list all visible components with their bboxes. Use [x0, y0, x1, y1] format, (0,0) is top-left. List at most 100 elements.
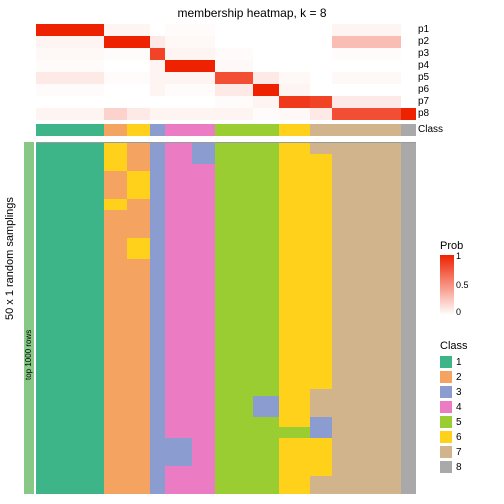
heatmap-segment: [165, 438, 192, 466]
prob-cell: [279, 60, 309, 72]
prob-cell: [104, 24, 127, 36]
heatmap-segment: [104, 143, 127, 171]
heatmap-segment: [253, 417, 280, 494]
heatmap-column: [279, 143, 309, 494]
heatmap-segment: [332, 143, 400, 494]
heatmap-column: [150, 143, 165, 494]
prob-cell: [215, 72, 253, 84]
prob-cell: [36, 72, 104, 84]
heatmap-segment: [36, 143, 104, 494]
prob-cell: [253, 24, 280, 36]
heatmap-column: [192, 143, 215, 494]
row-label: p3: [418, 48, 443, 60]
prob-cell: [165, 96, 192, 108]
prob-row: [36, 24, 416, 36]
row-label: p2: [418, 36, 443, 48]
class-annotation-row: [36, 124, 416, 136]
prob-cell: [104, 108, 127, 120]
prob-cell: [127, 108, 150, 120]
prob-cell: [310, 96, 333, 108]
prob-cell: [401, 36, 416, 48]
class-cell: [310, 124, 333, 136]
prob-cell: [150, 48, 165, 60]
prob-cell: [150, 84, 165, 96]
prob-cell: [215, 96, 253, 108]
prob-cell: [165, 24, 192, 36]
prob-cell: [401, 48, 416, 60]
prob-cell: [279, 84, 309, 96]
prob-cell: [36, 60, 104, 72]
prob-cell: [215, 84, 253, 96]
prob-cell: [279, 72, 309, 84]
class-cell: [401, 124, 416, 136]
prob-cell: [253, 72, 280, 84]
prob-cell: [310, 72, 333, 84]
prob-cell: [215, 108, 253, 120]
prob-tick: 1: [456, 251, 461, 261]
prob-cell: [279, 96, 309, 108]
class-cell: [150, 124, 165, 136]
heatmap-segment: [192, 143, 215, 164]
prob-row: [36, 84, 416, 96]
main-heatmap: [36, 142, 416, 494]
heatmap-segment: [310, 154, 333, 389]
class-legend-item: 7: [440, 445, 468, 459]
heatmap-segment: [127, 199, 150, 238]
legend-label: 6: [456, 432, 462, 443]
prob-cell: [36, 36, 104, 48]
prob-cell: [310, 24, 333, 36]
heatmap-segment: [253, 396, 280, 417]
side-label: 50 x 1 random samplings: [4, 197, 16, 320]
prob-tick: 0.5: [456, 280, 469, 290]
prob-legend-title: Prob: [440, 240, 500, 252]
class-legend: Class 12345678: [440, 340, 468, 475]
prob-cell: [401, 84, 416, 96]
row-label: p5: [418, 72, 443, 84]
row-label: p1: [418, 24, 443, 36]
prob-cell: [401, 96, 416, 108]
heatmap-column: [310, 143, 333, 494]
class-cell: [36, 124, 104, 136]
row-labels: p1p2p3p4p5p6p7p8Class: [418, 24, 443, 136]
prob-cell: [36, 108, 104, 120]
prob-cell: [150, 60, 165, 72]
prob-cell: [104, 72, 127, 84]
heatmap-segment: [127, 171, 150, 199]
prob-cell: [192, 108, 215, 120]
prob-cell: [104, 36, 127, 48]
heatmap-column: [127, 143, 150, 494]
prob-cell: [36, 24, 104, 36]
prob-cell: [332, 72, 400, 84]
class-cell: [127, 124, 150, 136]
prob-cell: [150, 108, 165, 120]
prob-cell: [165, 84, 192, 96]
heatmap-segment: [150, 143, 165, 494]
prob-cell: [215, 24, 253, 36]
prob-row: [36, 96, 416, 108]
row-label: p7: [418, 96, 443, 108]
prob-cell: [127, 72, 150, 84]
legend-label: 7: [456, 447, 462, 458]
heatmap-segment: [127, 259, 150, 494]
prob-cell: [165, 48, 192, 60]
prob-row: [36, 36, 416, 48]
row-label: p6: [418, 84, 443, 96]
heatmap-segment: [310, 417, 333, 438]
class-cell: [253, 124, 280, 136]
prob-cell: [36, 84, 104, 96]
prob-cell: [192, 24, 215, 36]
prob-cell: [310, 36, 333, 48]
prob-cell: [332, 96, 400, 108]
prob-cell: [127, 36, 150, 48]
prob-cell: [192, 48, 215, 60]
prob-cell: [150, 36, 165, 48]
prob-cell: [310, 48, 333, 60]
legend-swatch: [440, 371, 452, 383]
prob-cell: [104, 96, 127, 108]
heatmap-segment: [279, 438, 309, 494]
class-legend-item: 6: [440, 430, 468, 444]
prob-cell: [310, 84, 333, 96]
legend-swatch: [440, 386, 452, 398]
class-legend-item: 1: [440, 355, 468, 369]
legend-label: 5: [456, 417, 462, 428]
